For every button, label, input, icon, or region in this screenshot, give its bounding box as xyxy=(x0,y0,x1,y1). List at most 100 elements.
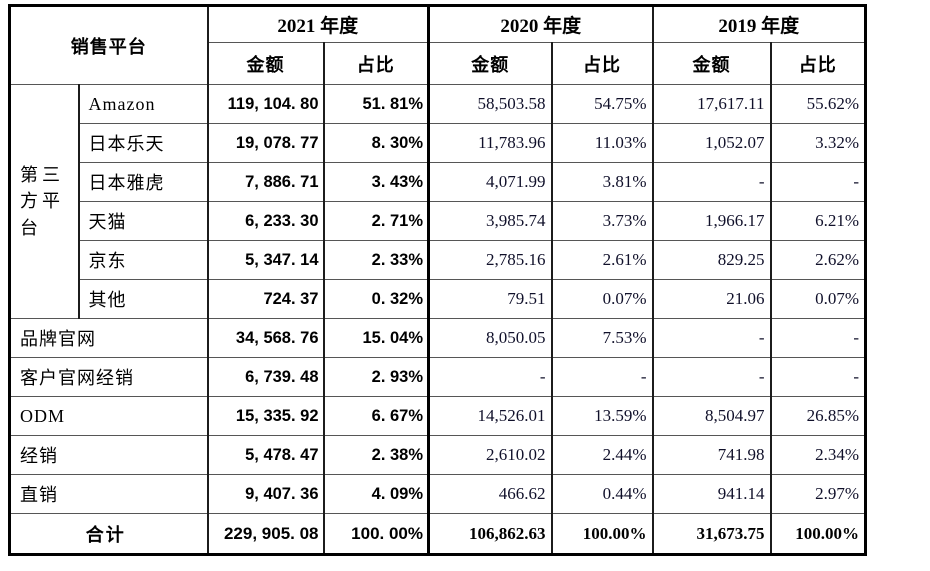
ratio-2019-cell: 2.97% xyxy=(769,474,867,514)
amount-2020-cell: 3,985.74 xyxy=(427,201,553,241)
amount-2021-cell: 9, 407. 36 xyxy=(206,474,325,514)
header-ratio-2019: 占比 xyxy=(769,42,867,85)
ratio-2019-cell: - xyxy=(769,357,867,397)
row-label: 品牌官网 xyxy=(8,318,209,358)
amount-2021-cell: 5, 347. 14 xyxy=(206,240,325,280)
ratio-2019-cell: 55.62% xyxy=(769,84,867,124)
amount-2020-cell: 4,071.99 xyxy=(427,162,553,202)
ratio-2020-cell: 11.03% xyxy=(550,123,654,163)
header-year-2019: 2019 年度 xyxy=(651,5,867,43)
ratio-2021-cell: 2. 93% xyxy=(322,357,430,397)
table-row-distribution: 经销 5, 478. 47 2. 38% 2,610.02 2.44% 741.… xyxy=(8,435,867,475)
total-ratio-2021: 100. 00% xyxy=(322,513,430,555)
table-row-odm: ODM 15, 335. 92 6. 67% 14,526.01 13.59% … xyxy=(8,396,867,436)
row-label: Amazon xyxy=(77,84,209,124)
amount-2020-cell: 79.51 xyxy=(427,279,553,319)
ratio-2020-cell: - xyxy=(550,357,654,397)
row-label: 客户官网经销 xyxy=(8,357,209,397)
ratio-2021-cell: 15. 04% xyxy=(322,318,430,358)
amount-2021-cell: 119, 104. 80 xyxy=(206,84,325,124)
table-row-jd: 京东 5, 347. 14 2. 33% 2,785.16 2.61% 829.… xyxy=(10,240,867,280)
row-label: 经销 xyxy=(8,435,209,475)
ratio-2021-cell: 6. 67% xyxy=(322,396,430,436)
header-amount-2019: 金额 xyxy=(651,42,772,85)
total-amount-2020: 106,862.63 xyxy=(427,513,553,555)
total-ratio-2020: 100.00% xyxy=(550,513,654,555)
amount-2020-cell: 2,785.16 xyxy=(427,240,553,280)
header-row-subcolumns: 金额 占比 金额 占比 金额 占比 xyxy=(10,42,867,85)
header-amount-2021: 金额 xyxy=(206,42,325,85)
ratio-2019-cell: 6.21% xyxy=(769,201,867,241)
amount-2019-cell: 741.98 xyxy=(651,435,772,475)
ratio-2021-cell: 51. 81% xyxy=(322,84,430,124)
amount-2021-cell: 5, 478. 47 xyxy=(206,435,325,475)
amount-2020-cell: 58,503.58 xyxy=(427,84,553,124)
amount-2019-cell: - xyxy=(651,318,772,358)
amount-2020-cell: 466.62 xyxy=(427,474,553,514)
group-label-text: 第三方平台 xyxy=(20,165,64,238)
table-row-yahoo-japan: 日本雅虎 7, 886. 71 3. 43% 4,071.99 3.81% - … xyxy=(10,162,867,202)
table-row-total: 合计 229, 905. 08 100. 00% 106,862.63 100.… xyxy=(8,513,867,555)
row-label: 直销 xyxy=(8,474,209,514)
table-row-customer-site: 客户官网经销 6, 739. 48 2. 93% - - - - xyxy=(8,357,867,397)
total-amount-2019: 31,673.75 xyxy=(651,513,772,555)
amount-2019-cell: 8,504.97 xyxy=(651,396,772,436)
table-row-rakuten: 日本乐天 19, 078. 77 8. 30% 11,783.96 11.03%… xyxy=(10,123,867,163)
ratio-2021-cell: 4. 09% xyxy=(322,474,430,514)
row-label: 日本雅虎 xyxy=(77,162,209,202)
header-sales-platform: 销售平台 xyxy=(8,5,209,85)
table-row-brand-site: 品牌官网 34, 568. 76 15. 04% 8,050.05 7.53% … xyxy=(8,318,867,358)
ratio-2020-cell: 2.44% xyxy=(550,435,654,475)
ratio-2019-cell: 3.32% xyxy=(769,123,867,163)
ratio-2021-cell: 2. 38% xyxy=(322,435,430,475)
ratio-2019-cell: - xyxy=(769,318,867,358)
ratio-2020-cell: 3.81% xyxy=(550,162,654,202)
amount-2019-cell: 829.25 xyxy=(651,240,772,280)
header-year-2021: 2021 年度 xyxy=(206,5,430,43)
row-label: 其他 xyxy=(77,279,209,319)
ratio-2019-cell: 2.34% xyxy=(769,435,867,475)
amount-2020-cell: 8,050.05 xyxy=(427,318,553,358)
amount-2021-cell: 724. 37 xyxy=(206,279,325,319)
ratio-2020-cell: 3.73% xyxy=(550,201,654,241)
ratio-2020-cell: 7.53% xyxy=(550,318,654,358)
total-ratio-2019: 100.00% xyxy=(769,513,867,555)
amount-2021-cell: 15, 335. 92 xyxy=(206,396,325,436)
ratio-2019-cell: - xyxy=(769,162,867,202)
ratio-2019-cell: 26.85% xyxy=(769,396,867,436)
group-label-third-party: 第三方平台 xyxy=(8,84,80,319)
amount-2019-cell: - xyxy=(651,357,772,397)
header-ratio-2021: 占比 xyxy=(322,42,430,85)
total-label: 合计 xyxy=(8,513,209,555)
header-year-2020: 2020 年度 xyxy=(427,5,654,43)
table-row-amazon: 第三方平台 Amazon 119, 104. 80 51. 81% 58,503… xyxy=(8,84,867,319)
row-label: 京东 xyxy=(77,240,209,280)
amount-2019-cell: 941.14 xyxy=(651,474,772,514)
total-amount-2021: 229, 905. 08 xyxy=(206,513,325,555)
table-row-others: 其他 724. 37 0. 32% 79.51 0.07% 21.06 0.07… xyxy=(10,279,867,319)
amount-2021-cell: 6, 739. 48 xyxy=(206,357,325,397)
ratio-2020-cell: 0.44% xyxy=(550,474,654,514)
amount-2019-cell: 1,052.07 xyxy=(651,123,772,163)
table-row-direct-sales: 直销 9, 407. 36 4. 09% 466.62 0.44% 941.14… xyxy=(8,474,867,514)
ratio-2021-cell: 0. 32% xyxy=(322,279,430,319)
ratio-2020-cell: 2.61% xyxy=(550,240,654,280)
ratio-2020-cell: 54.75% xyxy=(550,84,654,124)
ratio-2019-cell: 0.07% xyxy=(769,279,867,319)
ratio-2021-cell: 3. 43% xyxy=(322,162,430,202)
amount-2019-cell: 17,617.11 xyxy=(651,84,772,124)
amount-2019-cell: 21.06 xyxy=(651,279,772,319)
amount-2019-cell: - xyxy=(651,162,772,202)
sales-platform-table: 销售平台 2021 年度 2020 年度 2019 年度 金额 占比 金额 占比… xyxy=(8,4,868,556)
table-row-tmall: 天猫 6, 233. 30 2. 71% 3,985.74 3.73% 1,96… xyxy=(10,201,867,241)
ratio-2021-cell: 2. 33% xyxy=(322,240,430,280)
amount-2021-cell: 7, 886. 71 xyxy=(206,162,325,202)
amount-2021-cell: 34, 568. 76 xyxy=(206,318,325,358)
header-row-years: 销售平台 2021 年度 2020 年度 2019 年度 xyxy=(8,5,867,85)
amount-2021-cell: 19, 078. 77 xyxy=(206,123,325,163)
ratio-2020-cell: 13.59% xyxy=(550,396,654,436)
ratio-2021-cell: 8. 30% xyxy=(322,123,430,163)
amount-2019-cell: 1,966.17 xyxy=(651,201,772,241)
row-label: ODM xyxy=(8,396,209,436)
